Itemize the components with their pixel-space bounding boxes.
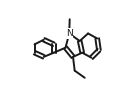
Text: N: N xyxy=(66,29,73,38)
